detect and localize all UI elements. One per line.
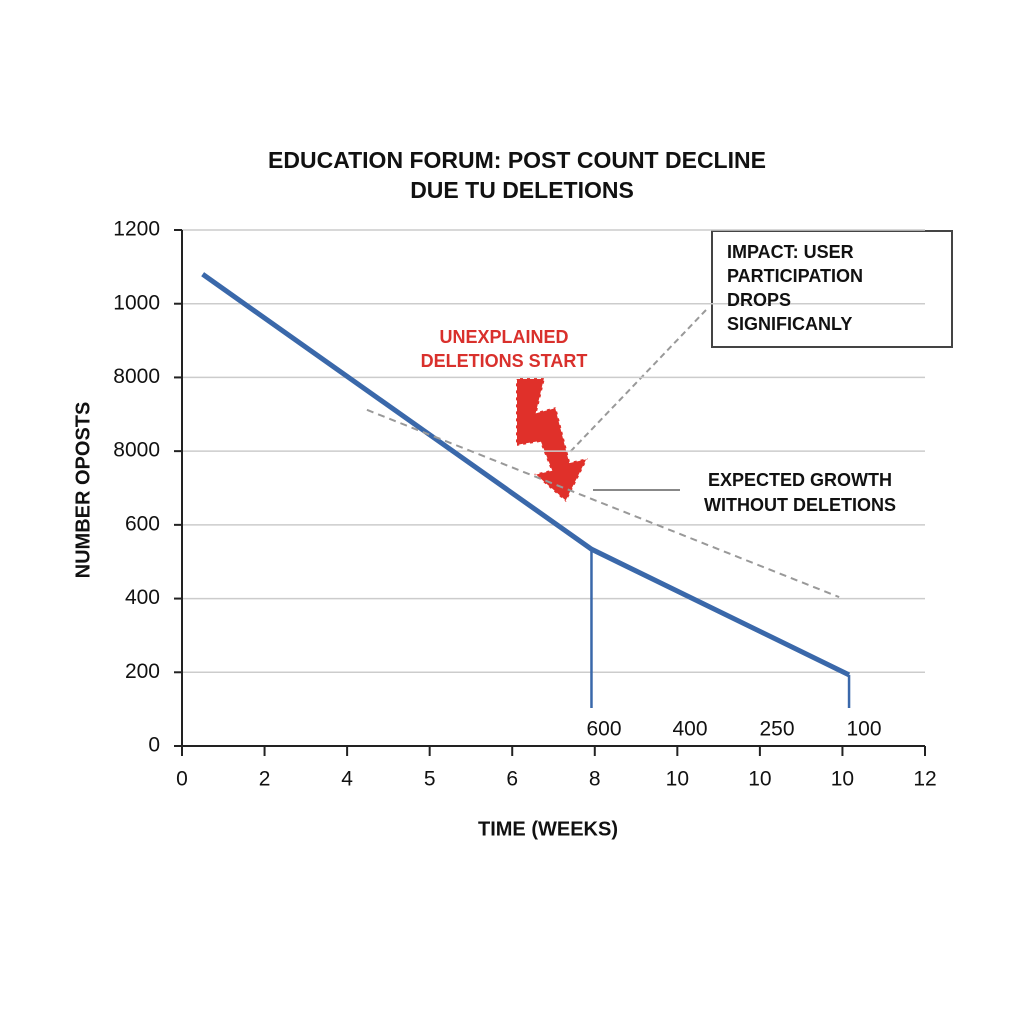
x-tick-label: 10 xyxy=(666,768,689,791)
annotation: PARTICIPATION xyxy=(727,266,863,286)
x-tick-label: 10 xyxy=(831,768,854,791)
point-label: 250 xyxy=(759,718,794,741)
point-label: 100 xyxy=(846,718,881,741)
x-axis-label: TIME (WEEKS) xyxy=(478,818,618,840)
x-tick-label: 8 xyxy=(589,768,601,791)
y-tick-label: 0 xyxy=(148,734,160,757)
y-tick-label: 1200 xyxy=(113,218,160,241)
y-tick-label: 200 xyxy=(125,660,160,683)
chart-title: EDUCATION FORUM: POST COUNT DECLINE xyxy=(268,147,766,173)
chart-title: DUE TU DELETIONS xyxy=(410,177,634,203)
x-tick-label: 12 xyxy=(913,768,936,791)
annotation: IMPACT: USER xyxy=(727,242,854,262)
x-tick-label: 6 xyxy=(506,768,518,791)
y-tick-label: 400 xyxy=(125,586,160,609)
x-tick-label: 0 xyxy=(176,768,188,791)
y-tick-label: 8000 xyxy=(113,439,160,462)
y-tick-label: 1000 xyxy=(113,291,160,314)
annotation: DROPS xyxy=(727,290,791,310)
point-label: 400 xyxy=(672,718,707,741)
point-label: 600 xyxy=(586,718,621,741)
x-tick-label: 10 xyxy=(748,768,771,791)
annotation: WITHOUT DELETIONS xyxy=(704,495,896,515)
annotation: EXPECTED GROWTH xyxy=(708,470,892,490)
x-tick-label: 2 xyxy=(259,768,271,791)
callout-line xyxy=(569,309,707,453)
y-tick-label: 600 xyxy=(125,512,160,535)
lightning-arrow xyxy=(515,377,590,504)
y-axis-label: NUMBER OPOSTS xyxy=(72,402,94,579)
x-tick-label: 5 xyxy=(424,768,436,791)
y-tick-label: 8000 xyxy=(113,365,160,388)
line-series xyxy=(366,408,840,599)
annotation: UNEXPLAINED xyxy=(439,327,568,347)
annotation: DELETIONS START xyxy=(421,351,588,371)
annotation: SIGNIFICANLY xyxy=(727,314,852,334)
annotation-box xyxy=(711,230,953,348)
x-tick-label: 4 xyxy=(341,768,353,791)
